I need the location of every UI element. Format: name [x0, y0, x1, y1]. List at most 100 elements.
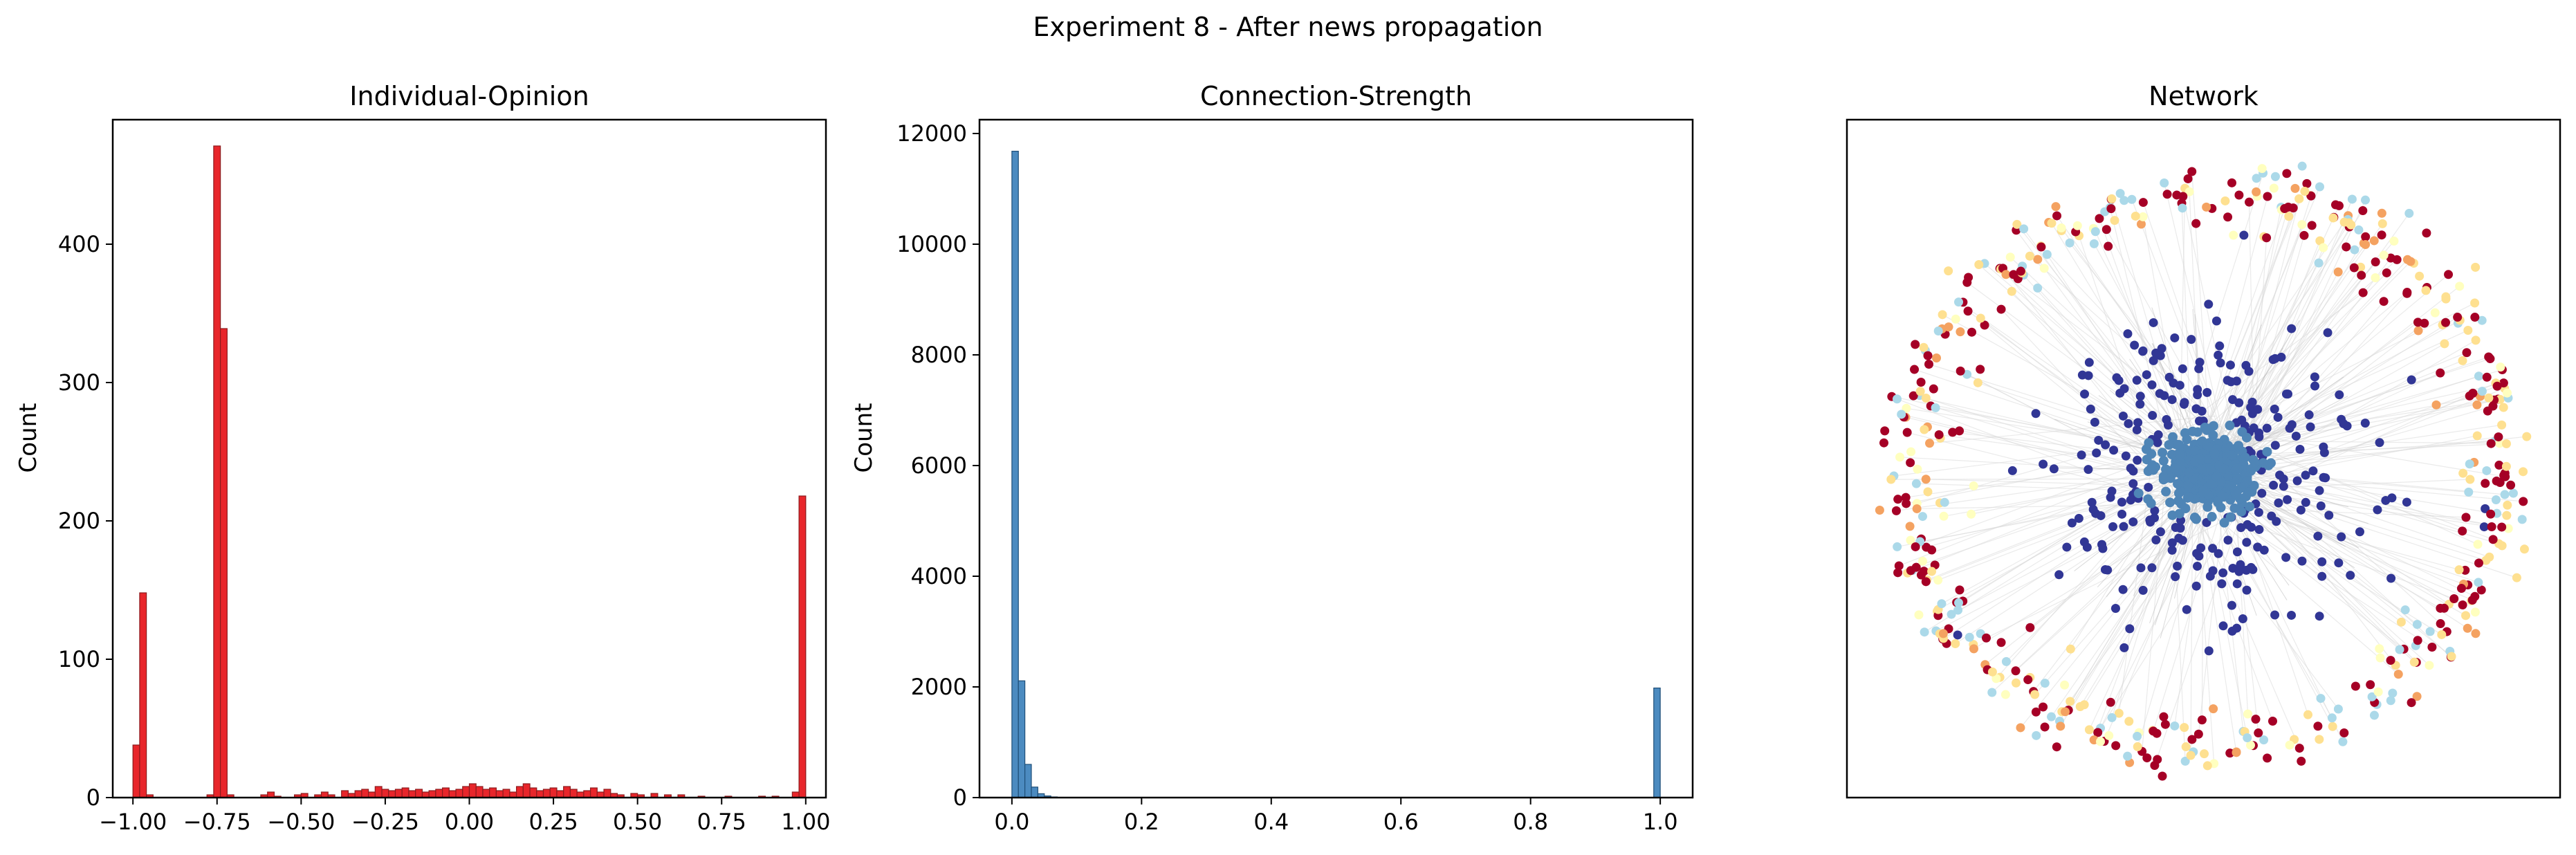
network-node-outer [1921, 577, 1931, 587]
network-node-outer [1947, 609, 1956, 619]
network-node-inner [2236, 560, 2245, 569]
network-node-inner [2225, 360, 2235, 370]
network-node-outer [2427, 643, 2437, 652]
opinion-bar [374, 786, 383, 798]
network-nodes [1875, 161, 2532, 781]
network-node-outer [2330, 200, 2340, 210]
network-node-outer [2470, 313, 2480, 322]
network-node-outer [2502, 511, 2512, 520]
network-node-outer [2184, 187, 2194, 196]
network-node-outer [1996, 304, 2006, 314]
network-node-inner [2232, 547, 2242, 557]
network-node-inner [2267, 511, 2276, 521]
network-node-outer [2360, 195, 2370, 205]
network-edge [1917, 503, 2186, 510]
network-edge [2209, 186, 2321, 450]
network-node-core [2167, 432, 2178, 442]
network-node-inner [2306, 422, 2315, 432]
network-node-outer [2193, 729, 2203, 739]
network-node-inner [2315, 612, 2324, 621]
network-node-outer [2066, 697, 2075, 706]
network-node-outer [2377, 230, 2386, 240]
network-node-outer [1916, 378, 1926, 387]
network-node-inner [2191, 581, 2201, 591]
network-node-inner [2106, 493, 2115, 502]
network-node-outer [2040, 679, 2050, 688]
network-node-outer [2485, 354, 2495, 364]
network-node-outer [1912, 504, 1922, 513]
network-node-outer [2243, 733, 2252, 742]
network-edge [2097, 490, 2252, 733]
network-node-outer [2392, 255, 2402, 264]
opinion-y-tick-label: 0 [86, 784, 100, 811]
network-node-outer [2031, 707, 2041, 717]
opinion-bar [139, 592, 147, 798]
network-node-outer [1953, 297, 1963, 307]
network-node-inner [2247, 409, 2257, 419]
network-node-outer [1906, 535, 1915, 545]
network-node-outer [2400, 605, 2410, 615]
network-node-inner [2232, 376, 2241, 386]
network-node-outer [2052, 742, 2061, 752]
network-node-outer [2377, 219, 2387, 228]
network-node-outer [2061, 707, 2070, 717]
network-edge [2178, 470, 2274, 721]
network-node-inner [2054, 570, 2064, 580]
network-node-outer [1925, 439, 1935, 448]
network-node-inner [2232, 579, 2242, 589]
network-node-inner [2132, 425, 2142, 434]
network-node-core [2219, 517, 2229, 528]
opinion-axes: −1.00 −0.75 −0.50 −0.25 0.00 0.25 0.50 0.75 1.00… [58, 118, 830, 835]
network-node-outer [2183, 174, 2193, 183]
network-node-core [2250, 457, 2260, 468]
network-node-outer [2268, 716, 2278, 726]
network-node-outer [1965, 632, 1974, 642]
opinion-bar [515, 786, 524, 798]
network-edge [1906, 407, 2180, 452]
network-node-core [2244, 487, 2254, 497]
network-node-outer [2440, 339, 2449, 349]
network-node-outer [2338, 737, 2348, 746]
network-node-inner [2337, 414, 2346, 424]
network-node-outer [2153, 755, 2162, 764]
opinion-x-tick-label: 0.50 [613, 809, 662, 835]
network-node-core [2194, 453, 2205, 463]
network-node-outer [2290, 183, 2300, 193]
opinion-x-tick-label: −0.50 [267, 809, 335, 835]
network-chart-title: Network [2149, 81, 2258, 111]
opinion-bar [529, 787, 537, 798]
opinion-bar [441, 787, 450, 798]
network-node-inner [2355, 527, 2364, 537]
network-node-outer [1937, 599, 1947, 609]
network-node-outer [2234, 190, 2244, 200]
network-node-outer [1894, 561, 1904, 571]
network-node-outer [2361, 240, 2371, 250]
opinion-histogram-panel: Individual-Opinion Count −1.00 −0.75 −0.50… [15, 81, 830, 835]
strength-bar [1024, 764, 1032, 798]
network-node-core [2187, 426, 2198, 436]
network-node-outer [2386, 656, 2395, 665]
network-node-inner [2262, 423, 2272, 433]
network-node-outer [1911, 340, 1920, 349]
network-node-outer [2075, 701, 2085, 711]
opinion-bar [468, 783, 477, 798]
network-node-inner [2387, 493, 2397, 503]
network-node-outer [2407, 698, 2416, 708]
network-node-outer [2314, 258, 2324, 268]
network-node-outer [2461, 513, 2471, 522]
network-node-outer [2415, 271, 2425, 281]
network-node-inner [2273, 412, 2283, 422]
network-node-outer [2033, 255, 2043, 264]
network-node-outer [1901, 493, 1911, 502]
network-node-outer [2294, 744, 2304, 753]
network-node-inner [2175, 523, 2185, 533]
network-node-outer [2477, 315, 2487, 325]
strength-y-tick-label: 12000 [896, 120, 967, 147]
network-node-outer [1973, 378, 1982, 387]
network-node-outer [2441, 318, 2451, 327]
network-node-inner [2313, 531, 2323, 541]
network-node-outer [2358, 206, 2368, 216]
opinion-x-tick-label: −0.25 [351, 809, 419, 835]
network-node-outer [2436, 368, 2445, 378]
network-node-inner [2254, 524, 2264, 534]
